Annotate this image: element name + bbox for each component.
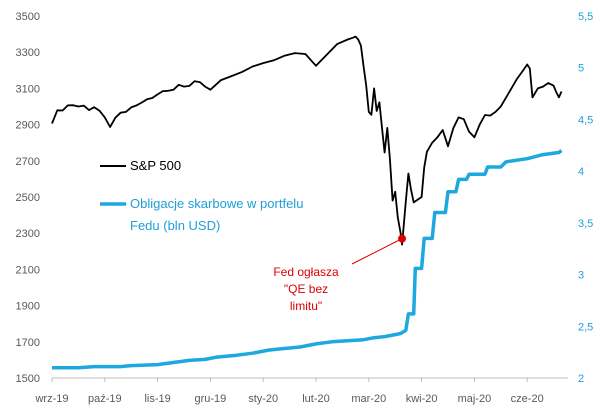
y-left-tick-label: 2500: [16, 192, 40, 204]
y-left-tick-label: 1500: [16, 373, 40, 385]
y-left-tick-label: 2700: [16, 156, 40, 168]
x-tick-label: cze-20: [511, 393, 544, 405]
annotation-text-line: "QE bez: [284, 282, 328, 296]
y-left-tick-label: 3300: [16, 47, 40, 59]
y-left-tick-label: 2100: [16, 264, 40, 276]
x-tick-label: kwi-20: [406, 393, 438, 405]
y-right-tick-label: 3: [578, 270, 584, 282]
x-tick-label: sty-20: [248, 393, 278, 405]
x-tick-label: maj-20: [458, 393, 492, 405]
y-right-tick-label: 5: [578, 63, 584, 75]
y-right-tick-label: 5,5: [578, 11, 593, 23]
x-tick-label: gru-19: [195, 393, 227, 405]
y-right-tick-label: 3,5: [578, 218, 593, 230]
y-right-tick-label: 2,5: [578, 321, 593, 333]
x-tick-label: lut-20: [302, 393, 330, 405]
x-tick-label: lis-19: [144, 393, 170, 405]
sp500-line: [51, 35, 563, 246]
fed-treasuries-line: [52, 149, 563, 370]
y-left-tick-label: 2300: [16, 228, 40, 240]
legend-label-fed-treasuries: Obligacje skarbowe w portfelu Fedu (bln U…: [130, 196, 303, 233]
y-left-tick-label: 3100: [16, 83, 40, 95]
y-left-tick-labels: 1500 1700 1900 2100 2300 2500 2700 2900 3100 3300…: [16, 11, 40, 385]
y-right-tick-label: 4: [578, 166, 584, 178]
x-tick-label: paź-19: [88, 393, 122, 405]
y-left-tick-label: 1900: [16, 301, 40, 313]
annotation-text-line: Fed ogłasza: [273, 265, 339, 279]
annotation-text-line: limitu": [290, 299, 322, 313]
x-tick-labels: wrz-19 paź-19 lis-19 gru-19 sty-20 lut-20 mar-…: [34, 378, 544, 405]
y-right-tick-label: 2: [578, 373, 584, 385]
y-right-tick-label: 4,5: [578, 114, 593, 126]
annotation-marker: [398, 234, 407, 243]
y-left-tick-label: 1700: [16, 337, 40, 349]
legend-label-sp500: S&P 500: [130, 158, 181, 173]
y-right-tick-labels: 2 2,5 3 3,5 4 4,5 5 5,5: [578, 11, 593, 385]
y-left-tick-label: 3500: [16, 11, 40, 23]
annotation-leader-line: [351, 238, 403, 265]
x-tick-label: wrz-19: [34, 393, 68, 405]
x-tick-label: mar-20: [351, 393, 386, 405]
y-left-tick-label: 2900: [16, 120, 40, 132]
annotation-text: Fed ogłasza "QE bez limitu": [273, 265, 339, 313]
